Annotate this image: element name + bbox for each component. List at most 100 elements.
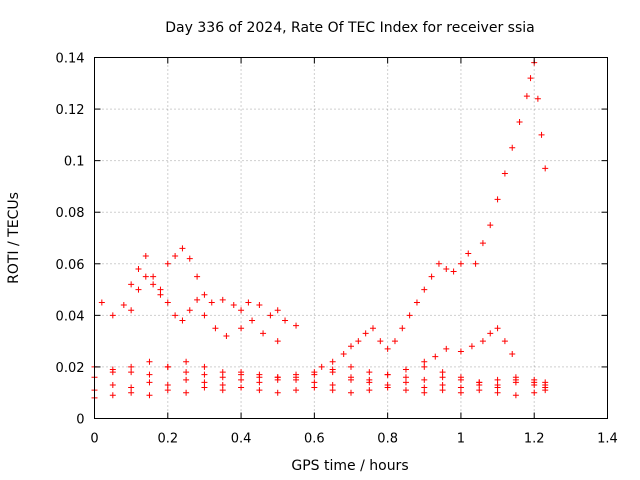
- chart-title: Day 336 of 2024, Rate Of TEC Index for r…: [165, 20, 534, 36]
- data-point: [428, 273, 435, 280]
- y-tick-label: 0.12: [56, 103, 85, 118]
- x-tick-label: 0.8: [377, 432, 398, 447]
- x-tick-label: 0.4: [231, 432, 252, 447]
- data-point: [212, 325, 219, 332]
- data-point: [164, 387, 171, 394]
- data-point: [421, 376, 428, 383]
- data-point: [223, 332, 230, 339]
- data-point: [435, 260, 442, 267]
- data-point: [348, 343, 354, 350]
- data-points: [91, 59, 549, 401]
- data-point: [527, 75, 534, 82]
- x-tick-label: 1.4: [597, 432, 618, 447]
- data-point: [249, 317, 256, 324]
- data-point: [465, 250, 472, 257]
- data-point: [135, 286, 142, 293]
- data-point: [523, 93, 530, 100]
- data-point: [120, 302, 127, 309]
- data-point: [531, 389, 538, 396]
- data-point: [201, 371, 208, 378]
- data-point: [282, 317, 289, 324]
- data-point: [164, 260, 171, 267]
- data-point: [542, 387, 549, 394]
- data-point: [293, 387, 300, 394]
- data-point: [179, 245, 186, 252]
- data-point: [494, 389, 501, 396]
- data-point: [443, 265, 450, 272]
- data-point: [183, 389, 190, 396]
- data-point: [402, 387, 409, 394]
- data-point: [329, 387, 336, 394]
- data-point: [479, 240, 486, 247]
- data-point: [509, 351, 516, 358]
- data-point: [146, 379, 153, 386]
- data-point: [238, 371, 245, 378]
- data-point: [348, 389, 354, 396]
- data-point: [109, 366, 116, 373]
- data-point: [201, 379, 208, 386]
- data-point: [329, 358, 336, 365]
- data-point: [128, 281, 135, 288]
- data-point: [128, 307, 135, 314]
- data-point: [516, 118, 523, 125]
- data-point: [457, 348, 464, 355]
- data-point: [318, 363, 325, 370]
- data-point: [208, 299, 215, 306]
- data-point: [238, 325, 245, 332]
- data-point: [439, 381, 446, 388]
- data-point: [186, 255, 193, 262]
- data-point: [348, 374, 354, 381]
- data-point: [457, 260, 464, 267]
- y-tick-label: 0.02: [56, 361, 85, 376]
- data-point: [479, 338, 486, 345]
- data-point: [128, 369, 135, 376]
- data-point: [183, 376, 190, 383]
- data-point: [142, 253, 149, 260]
- data-point: [183, 369, 190, 376]
- data-point: [369, 325, 376, 332]
- y-tick-label: 0: [76, 413, 84, 428]
- data-point: [219, 369, 226, 376]
- data-point: [183, 358, 190, 365]
- series-sat-e: [98, 245, 300, 329]
- data-point: [421, 286, 428, 293]
- data-point: [421, 384, 428, 391]
- data-point: [164, 381, 171, 388]
- data-point: [472, 260, 479, 267]
- data-point: [512, 392, 519, 399]
- data-point: [150, 281, 157, 288]
- data-point: [512, 376, 519, 383]
- data-point: [494, 376, 501, 383]
- data-point: [494, 381, 501, 388]
- data-point: [201, 384, 208, 391]
- data-point: [457, 384, 464, 391]
- series-sat-f: [128, 253, 281, 345]
- data-point: [274, 338, 281, 345]
- data-point: [391, 338, 398, 345]
- data-point: [421, 389, 428, 396]
- data-point: [219, 381, 226, 388]
- x-tick-label: 1.2: [524, 432, 545, 447]
- data-point: [135, 265, 142, 272]
- data-point: [329, 369, 336, 376]
- data-point: [245, 299, 252, 306]
- data-point: [274, 307, 281, 314]
- data-point: [439, 374, 446, 381]
- data-point: [402, 366, 409, 373]
- data-point: [256, 387, 263, 394]
- y-tick-label: 0.04: [56, 309, 85, 324]
- data-point: [450, 268, 457, 275]
- data-point: [439, 387, 446, 394]
- data-point: [538, 131, 545, 138]
- data-point: [260, 330, 267, 337]
- data-point: [157, 291, 164, 298]
- data-point: [468, 343, 475, 350]
- data-point: [186, 307, 193, 314]
- data-point: [164, 299, 171, 306]
- data-point: [476, 379, 483, 386]
- series-sat-g: [318, 59, 549, 370]
- data-point: [340, 351, 347, 358]
- data-point: [256, 302, 263, 309]
- data-point: [542, 381, 549, 388]
